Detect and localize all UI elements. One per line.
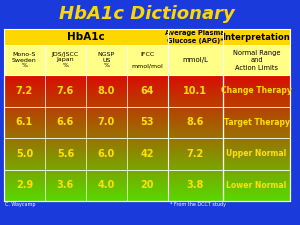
Text: 6.1: 6.1 — [16, 117, 33, 127]
Text: 7.6: 7.6 — [57, 86, 74, 96]
Bar — [168, 45, 223, 75]
Text: 8.0: 8.0 — [98, 86, 115, 96]
Text: HbA1c Dictionary: HbA1c Dictionary — [59, 5, 235, 23]
Text: 6.0: 6.0 — [98, 149, 115, 159]
Bar — [168, 29, 223, 45]
Bar — [4, 29, 168, 45]
Text: Interpretation: Interpretation — [223, 32, 290, 41]
Text: JDS/JSCC
Japan
%: JDS/JSCC Japan % — [52, 52, 79, 68]
Text: Change Therapy: Change Therapy — [221, 86, 292, 95]
Text: 4.0: 4.0 — [98, 180, 115, 190]
Text: HbA1c: HbA1c — [67, 32, 105, 42]
Text: 7.2: 7.2 — [187, 149, 204, 159]
Text: 7.2: 7.2 — [16, 86, 33, 96]
Text: 2.9: 2.9 — [16, 180, 33, 190]
Bar — [86, 45, 127, 75]
Text: 7.0: 7.0 — [98, 117, 115, 127]
Bar — [223, 45, 290, 75]
Text: * From the DCCT study: * From the DCCT study — [170, 202, 226, 207]
Bar — [4, 45, 45, 75]
Bar — [127, 45, 168, 75]
Text: IFCC

mmol/mol: IFCC mmol/mol — [131, 52, 163, 68]
Bar — [223, 75, 290, 201]
Text: Normal Range
and
Action Limits: Normal Range and Action Limits — [233, 50, 280, 70]
Text: Mono-S
Sweden
%: Mono-S Sweden % — [12, 52, 37, 68]
Bar — [223, 29, 290, 45]
Text: 5.0: 5.0 — [16, 149, 33, 159]
Text: Lower Normal: Lower Normal — [226, 181, 287, 190]
Text: 20: 20 — [141, 180, 154, 190]
Bar — [45, 45, 86, 75]
Text: NGSP
US
%: NGSP US % — [98, 52, 115, 68]
Text: 8.6: 8.6 — [187, 117, 204, 127]
Text: 42: 42 — [141, 149, 154, 159]
Bar — [4, 75, 223, 201]
Text: 10.1: 10.1 — [183, 86, 207, 96]
Text: 64: 64 — [141, 86, 154, 96]
Text: mmol/L: mmol/L — [182, 57, 208, 63]
Text: 5.6: 5.6 — [57, 149, 74, 159]
Text: 3.6: 3.6 — [57, 180, 74, 190]
Text: 53: 53 — [141, 117, 154, 127]
Text: 6.6: 6.6 — [57, 117, 74, 127]
Text: Upper Normal: Upper Normal — [226, 149, 287, 158]
Text: C. Waycamp: C. Waycamp — [5, 202, 35, 207]
Text: Target Therapy: Target Therapy — [224, 118, 290, 127]
Text: 3.8: 3.8 — [187, 180, 204, 190]
Text: Average Plasma
Glucose (APG)*: Average Plasma Glucose (APG)* — [165, 30, 225, 44]
